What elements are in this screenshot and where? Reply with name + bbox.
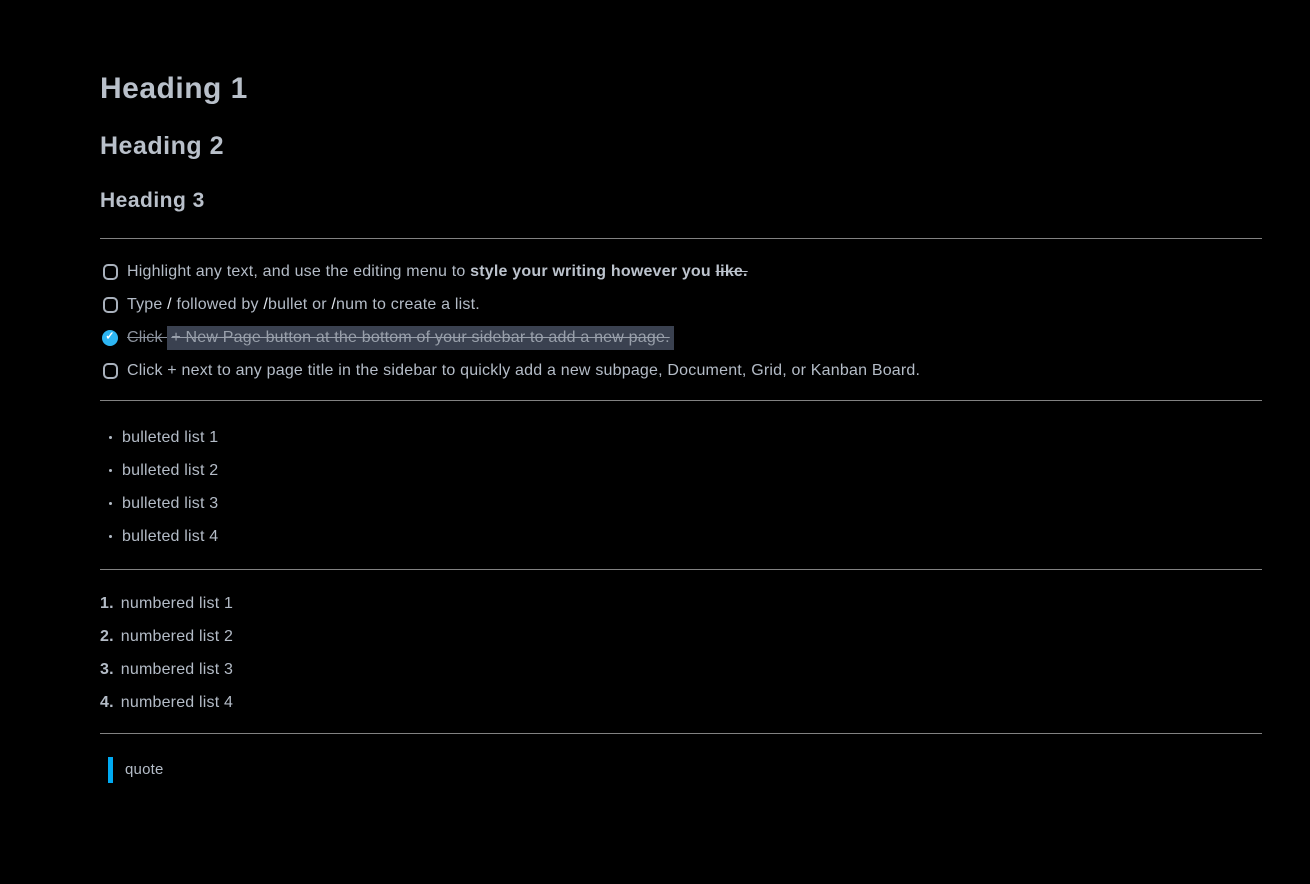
divider	[100, 733, 1262, 734]
todo-item[interactable]: Highlight any text, and use the editing …	[100, 255, 1262, 288]
checkbox-unchecked-icon[interactable]	[103, 296, 118, 313]
bulleted-list-item[interactable]: bulleted list 2	[100, 454, 1262, 487]
list-item-text: bulleted list 3	[122, 494, 219, 512]
list-item-text: numbered list 4	[120, 693, 234, 711]
list-item-text: bulleted list 2	[122, 461, 219, 479]
quote-block[interactable]: quote	[100, 753, 1262, 786]
todo-text: Type / followed by /bullet or /num to cr…	[127, 296, 480, 314]
numbered-list-item[interactable]: 4. numbered list 4	[100, 686, 1262, 719]
bullet-icon	[109, 502, 112, 505]
numbered-list-item[interactable]: 3. numbered list 3	[100, 653, 1262, 686]
bulleted-list-item[interactable]: bulleted list 1	[100, 421, 1262, 454]
text-segment: /	[167, 295, 172, 313]
list-number: 3.	[100, 660, 114, 678]
todo-list: Highlight any text, and use the editing …	[100, 255, 1262, 387]
text-segment: to create a list.	[367, 295, 480, 313]
list-number: 2.	[100, 627, 114, 645]
list-item-text: numbered list 2	[120, 627, 234, 645]
todo-text: Click + New Page button at the bottom of…	[127, 325, 674, 350]
checkbox-checked-icon[interactable]: ✓	[102, 329, 118, 346]
todo-text: Highlight any text, and use the editing …	[127, 263, 748, 281]
text-segment: style your writing however you	[470, 262, 716, 280]
text-segment: Highlight any text, and use the editing …	[127, 262, 471, 280]
bulleted-list-item[interactable]: bulleted list 3	[100, 487, 1262, 520]
todo-item[interactable]: Click + next to any page title in the si…	[100, 354, 1262, 387]
bullet-icon	[109, 535, 112, 538]
text-segment: or	[307, 295, 332, 313]
divider	[100, 569, 1262, 570]
list-number: 4.	[100, 693, 114, 711]
divider	[100, 238, 1262, 239]
quote-text: quote	[125, 761, 164, 778]
todo-text: Click + next to any page title in the si…	[127, 362, 920, 380]
bullet-icon	[109, 469, 112, 472]
list-number: 1.	[100, 594, 114, 612]
text-segment: followed by	[171, 295, 264, 313]
heading-1[interactable]: Heading 1	[100, 72, 248, 105]
text-segment: Click	[127, 328, 168, 346]
heading-3[interactable]: Heading 3	[100, 189, 205, 212]
divider	[100, 400, 1262, 401]
todo-item[interactable]: Type / followed by /bullet or /num to cr…	[100, 288, 1262, 321]
list-item-text: bulleted list 1	[122, 428, 219, 446]
todo-item-checked[interactable]: ✓ Click + New Page button at the bottom …	[100, 321, 1262, 354]
numbered-list: 1. numbered list 1 2. numbered list 2 3.…	[100, 587, 1262, 719]
quote-bar	[108, 756, 113, 783]
text-segment: /	[263, 295, 268, 313]
list-item-text: numbered list 3	[120, 660, 234, 678]
text-segment: Type	[127, 295, 168, 313]
check-icon: ✓	[105, 330, 115, 343]
list-item-text: bulleted list 4	[122, 527, 219, 545]
text-segment: like.	[715, 262, 748, 280]
numbered-list-item[interactable]: 1. numbered list 1	[100, 587, 1262, 620]
bullet-icon	[109, 436, 112, 439]
checkbox-unchecked-icon[interactable]	[103, 362, 118, 379]
text-segment-highlighted: + New Page button at the bottom of your …	[167, 325, 674, 350]
bulleted-list: bulleted list 1 bulleted list 2 bulleted…	[100, 421, 1262, 553]
text-segment: Click + next to any page title in the si…	[127, 361, 921, 379]
bulleted-list-item[interactable]: bulleted list 4	[100, 520, 1262, 553]
text-segment: bullet	[268, 295, 308, 313]
text-segment: num	[336, 295, 368, 313]
heading-2[interactable]: Heading 2	[100, 132, 224, 160]
numbered-list-item[interactable]: 2. numbered list 2	[100, 620, 1262, 653]
checkbox-unchecked-icon[interactable]	[103, 263, 118, 280]
text-segment: /	[331, 295, 337, 313]
list-item-text: numbered list 1	[120, 594, 234, 612]
